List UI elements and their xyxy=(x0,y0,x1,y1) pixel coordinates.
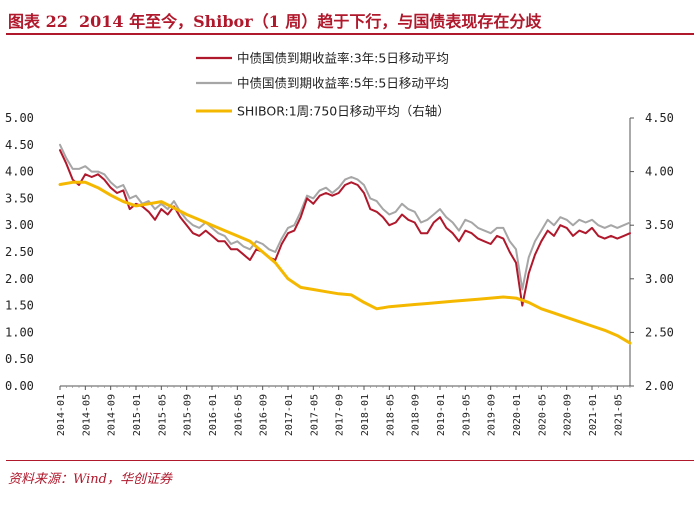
footer-divider xyxy=(6,460,694,461)
x-tick-label: 2019-09 xyxy=(487,394,498,436)
right-tick-label: 2.50 xyxy=(645,325,674,339)
x-tick-label: 2016-01 xyxy=(208,394,219,436)
series-line-cgb5y xyxy=(59,143,631,291)
series-line-shibor xyxy=(58,180,632,345)
x-tick-label: 2016-09 xyxy=(259,394,270,436)
source-note: 资料来源：Wind，华创证券 xyxy=(8,472,172,487)
left-tick-label: 3.50 xyxy=(5,191,34,205)
series-lines xyxy=(58,143,632,345)
left-tick-label: 0.00 xyxy=(5,379,34,393)
x-tick-label: 2021-01 xyxy=(588,394,599,436)
x-tick-label: 2015-05 xyxy=(157,394,168,436)
right-tick-label: 3.00 xyxy=(645,272,674,286)
left-tick-label: 2.50 xyxy=(5,245,34,259)
x-tick-label: 2019-01 xyxy=(436,394,447,436)
x-tick-label: 2017-01 xyxy=(284,394,295,436)
left-axis: 0.00 0.50 1.00 1.50 2.00 2.50 3.00 3.50 4.00 4.50… xyxy=(5,111,34,393)
figure-title-text: 2014 年至今，Shibor（1 周）趋于下行，与国债表现存在分歧 xyxy=(78,12,542,31)
left-tick-label: 1.50 xyxy=(5,299,34,313)
x-tick-label: 2015-01 xyxy=(132,394,143,436)
x-axis: 2014-01 2014-05 2014-09 2015-01 2015-05 2015-… xyxy=(56,386,631,436)
right-tick-label: 4.00 xyxy=(645,165,674,179)
left-tick-label: 5.00 xyxy=(5,111,34,125)
series-line-cgb3y xyxy=(59,149,631,307)
x-tick-label: 2018-09 xyxy=(411,394,422,436)
left-tick-label: 3.00 xyxy=(5,218,34,232)
x-tick-label: 2017-09 xyxy=(335,394,346,436)
plot-frame xyxy=(60,118,631,387)
x-tick-label: 2014-05 xyxy=(81,394,92,436)
left-tick-label: 4.50 xyxy=(5,138,34,152)
x-tick-label: 2018-05 xyxy=(385,394,396,436)
left-tick-label: 0.50 xyxy=(5,352,34,366)
figure-header: 图表 22 2014 年至今，Shibor（1 周）趋于下行，与国债表现存在分歧 xyxy=(0,0,700,38)
x-tick-label: 2020-09 xyxy=(563,394,574,436)
x-tick-label: 2017-05 xyxy=(309,394,320,436)
left-tick-label: 1.00 xyxy=(5,325,34,339)
x-tick-label: 2019-05 xyxy=(461,394,472,436)
x-tick-label: 2016-05 xyxy=(233,394,244,436)
header-divider xyxy=(6,33,694,35)
x-tick-label: 2020-01 xyxy=(512,394,523,436)
x-tick-label: 2014-01 xyxy=(56,394,67,436)
right-tick-label: 4.50 xyxy=(645,111,674,125)
x-tick-label: 2018-01 xyxy=(360,394,371,436)
legend-label-cgb3y: 中债国债到期收益率:3年:5日移动平均 xyxy=(237,51,449,66)
x-tick-label: 2021-05 xyxy=(613,394,624,436)
right-tick-label: 3.50 xyxy=(645,218,674,232)
legend-label-shibor: SHIBOR:1周:750日移动平均（右轴） xyxy=(237,104,450,119)
x-tick-label: 2014-09 xyxy=(107,394,118,436)
left-tick-label: 4.00 xyxy=(5,165,34,179)
legend-label-cgb5y: 中债国债到期收益率:5年:5日移动平均 xyxy=(237,76,449,91)
figure-title: 图表 22 2014 年至今，Shibor（1 周）趋于下行，与国债表现存在分歧 xyxy=(8,8,541,32)
x-tick-label: 2015-09 xyxy=(183,394,194,436)
x-tick-label: 2020-05 xyxy=(537,394,548,436)
left-tick-label: 2.00 xyxy=(5,272,34,286)
right-tick-label: 2.00 xyxy=(645,379,674,393)
right-axis: 2.00 2.50 3.00 3.50 4.00 4.50 xyxy=(630,111,674,393)
figure-label: 图表 22 xyxy=(8,12,68,31)
